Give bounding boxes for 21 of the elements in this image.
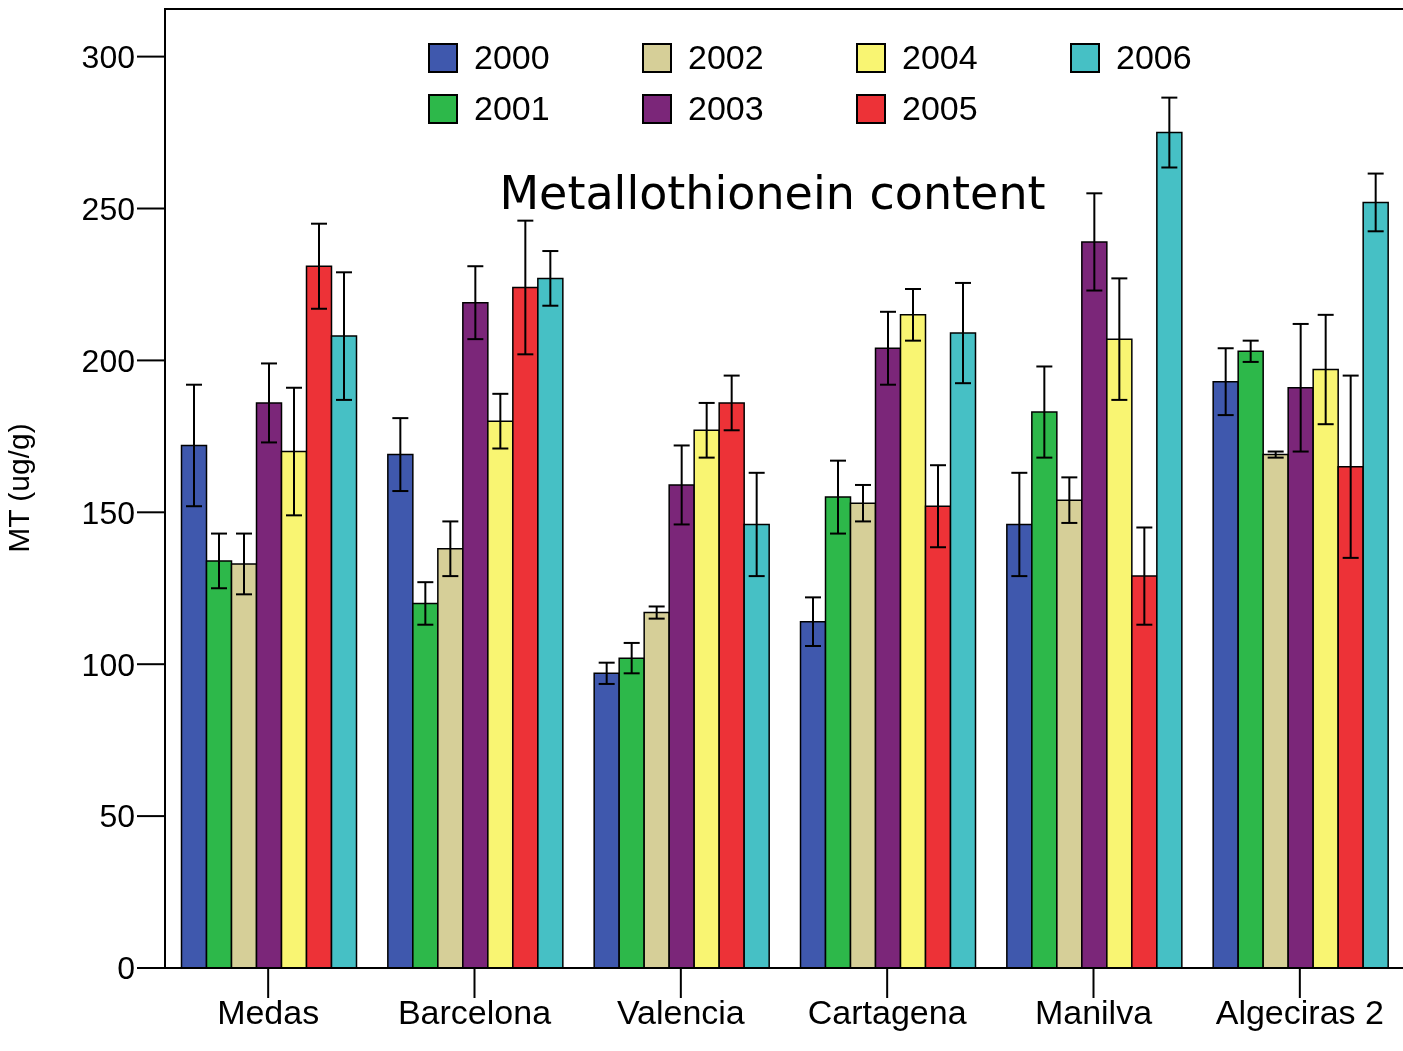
y-tick-label: 250 [81,190,135,227]
x-tick-label: Cartagena [807,993,967,1032]
y-tick-label: 150 [81,494,135,531]
y-tick-label: 50 [99,798,135,835]
y-tick-label: 300 [81,38,135,75]
y-tick-label: 200 [81,342,135,379]
x-tick-label: Valencia [616,993,745,1032]
legend-label: 2001 [474,89,550,128]
legend-label: 2005 [902,89,978,128]
legend-label: 2000 [474,38,550,77]
legend-label: 2003 [688,89,764,128]
y-tick-label: 0 [117,950,135,987]
legend-label: 2006 [1116,38,1192,77]
y-tick-label: 100 [81,646,135,683]
x-tick-label: Algeciras 2 [1215,993,1384,1032]
x-tick-label: Medas [217,993,320,1032]
x-tick-label: Barcelona [397,993,552,1032]
legend-label: 2002 [688,38,764,77]
text: Metallothionein content [498,166,1047,220]
x-tick-label: Manilva [1034,993,1153,1032]
legend-label: 2004 [902,38,978,77]
